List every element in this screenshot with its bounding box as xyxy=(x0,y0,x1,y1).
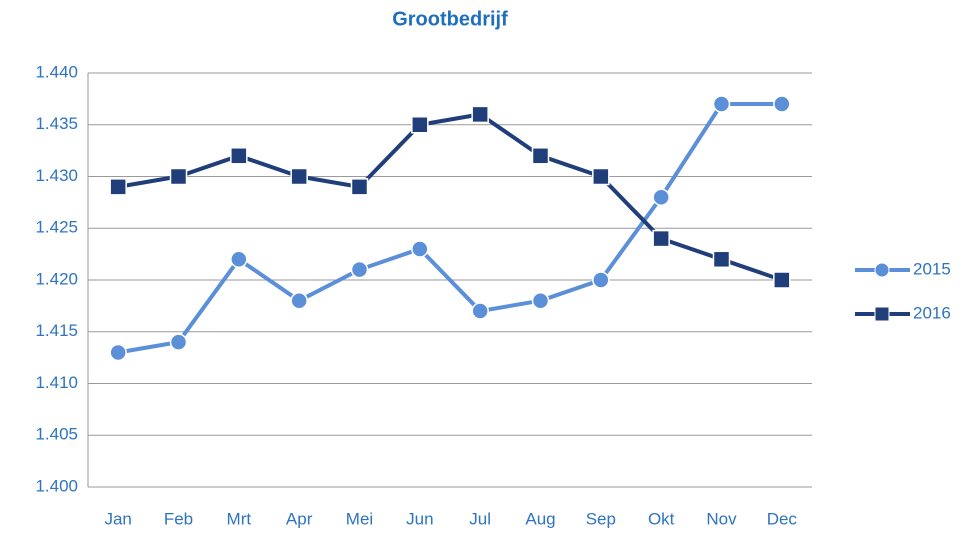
y-tick-label: 1.405 xyxy=(35,425,78,444)
y-tick-label: 1.425 xyxy=(35,218,78,237)
x-tick-label: Mei xyxy=(346,509,373,528)
legend-marker xyxy=(874,306,890,322)
series-line xyxy=(117,102,782,355)
x-tick-label: Apr xyxy=(286,509,313,528)
x-tick-label: Nov xyxy=(706,509,737,528)
marker xyxy=(471,302,489,320)
marker xyxy=(411,240,429,258)
x-tick-label: Sep xyxy=(586,509,616,528)
marker xyxy=(531,147,550,165)
y-tick-label: 1.430 xyxy=(35,166,78,185)
x-tick-label: Dec xyxy=(767,509,798,528)
y-tick-label: 1.435 xyxy=(35,114,78,133)
marker xyxy=(531,291,550,310)
marker xyxy=(109,178,127,196)
marker xyxy=(592,167,610,186)
x-tick-label: Aug xyxy=(525,509,555,528)
x-tick-label: Jul xyxy=(469,509,491,528)
marker xyxy=(290,291,308,310)
legend-label: 2015 xyxy=(913,259,951,278)
y-tick-label: 1.410 xyxy=(35,373,78,392)
chart-title: Grootbedrijf xyxy=(392,8,508,30)
series-line xyxy=(117,112,783,282)
x-tick-label: Jun xyxy=(406,509,433,528)
y-tick-label: 1.440 xyxy=(35,62,78,81)
marker xyxy=(169,333,188,351)
marker xyxy=(652,229,670,248)
x-tick-label: Okt xyxy=(648,509,675,528)
marker xyxy=(230,250,248,269)
y-tick-label: 1.415 xyxy=(35,321,78,340)
marker xyxy=(350,260,369,279)
marker xyxy=(169,167,188,186)
y-tick-label: 1.400 xyxy=(35,476,78,495)
legend-label: 2016 xyxy=(913,303,951,322)
y-tick-label: 1.420 xyxy=(35,269,78,288)
marker xyxy=(350,178,369,196)
marker xyxy=(471,105,489,124)
marker xyxy=(109,343,127,362)
marker xyxy=(712,95,731,113)
marker xyxy=(773,95,791,113)
x-tick-label: Feb xyxy=(164,509,193,528)
legend-marker xyxy=(874,262,890,278)
marker xyxy=(592,271,610,289)
marker xyxy=(230,147,248,165)
x-tick-label: Mrt xyxy=(227,509,252,528)
marker xyxy=(411,116,429,134)
x-tick-label: Jan xyxy=(104,509,131,528)
marker xyxy=(712,250,731,269)
marker xyxy=(290,167,308,186)
marker xyxy=(773,271,791,289)
marker xyxy=(652,188,670,206)
